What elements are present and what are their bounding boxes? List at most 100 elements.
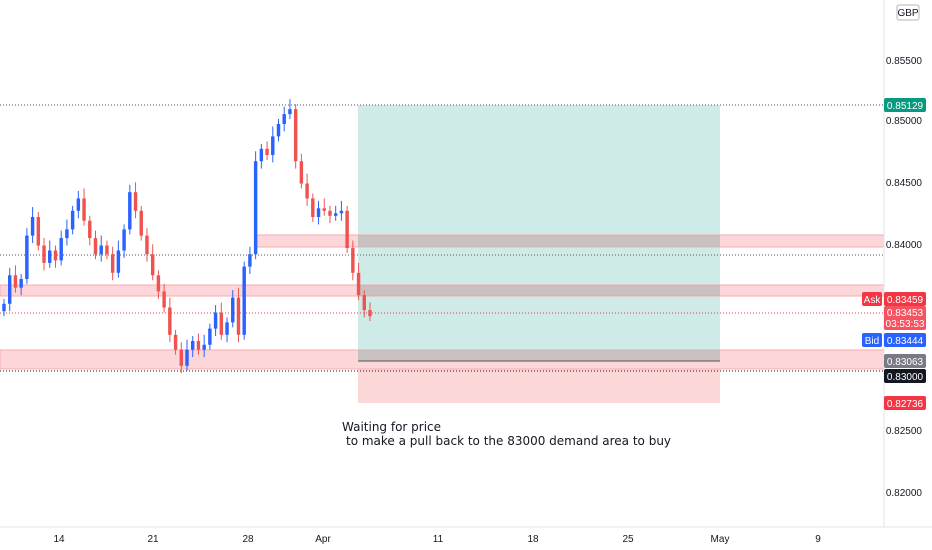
bid-label-tag[interactable] — [862, 333, 882, 347]
candle-body[interactable] — [305, 183, 309, 199]
candle-body[interactable] — [225, 322, 229, 335]
candle-body[interactable] — [179, 349, 183, 366]
candle-body[interactable] — [48, 250, 52, 263]
candle-body[interactable] — [93, 238, 98, 255]
price-tag-ask[interactable] — [884, 292, 926, 306]
candle-body[interactable] — [88, 220, 92, 239]
ask-label-tag[interactable] — [862, 292, 882, 306]
candle-body[interactable] — [150, 254, 155, 276]
candle-body[interactable] — [13, 275, 18, 288]
y-tick-label: 0.85500 — [886, 56, 923, 67]
x-tick-label: 18 — [527, 534, 539, 545]
zone-overlap-upper — [358, 235, 720, 247]
candle-body[interactable] — [328, 210, 332, 216]
candle-body[interactable] — [316, 208, 321, 217]
x-tick-label: Apr — [315, 534, 331, 545]
candle-body[interactable] — [168, 307, 172, 335]
candle-body[interactable] — [282, 114, 286, 124]
x-tick-label: 21 — [147, 534, 159, 545]
annotation-line-2: to make a pull back to the 83000 demand … — [346, 434, 671, 448]
candle-body[interactable] — [139, 210, 143, 236]
candle-body[interactable] — [219, 312, 224, 335]
candle-body[interactable] — [231, 297, 235, 323]
candle-body[interactable] — [299, 161, 304, 184]
candle-body[interactable] — [271, 136, 275, 155]
price-tag-entry-value: 0.83063 — [887, 357, 924, 368]
candle-body[interactable] — [128, 192, 132, 230]
x-tick-label: 25 — [622, 534, 634, 545]
price-tag-83000-value: 0.83000 — [887, 372, 924, 383]
candle-body[interactable] — [110, 254, 115, 273]
price-tag-target-value: 0.85129 — [887, 101, 924, 112]
candle-body[interactable] — [145, 235, 149, 255]
price-tag-stop[interactable] — [884, 396, 926, 410]
candle-body[interactable] — [322, 208, 326, 211]
candle-body[interactable] — [65, 229, 69, 239]
candle-body[interactable] — [288, 109, 292, 115]
candle-body[interactable] — [196, 341, 201, 350]
currency-badge[interactable] — [896, 4, 920, 21]
candle-body[interactable] — [70, 210, 75, 230]
candle-body[interactable] — [133, 192, 138, 211]
x-tick-label: 11 — [433, 534, 444, 545]
candle-body[interactable] — [276, 124, 281, 137]
candle-body[interactable] — [25, 235, 29, 279]
candle-body[interactable] — [356, 272, 361, 296]
candles-group — [2, 99, 372, 374]
candle-body[interactable] — [53, 250, 58, 261]
candle-body[interactable] — [362, 295, 366, 310]
candle-body[interactable] — [333, 213, 338, 216]
candle-body[interactable] — [293, 109, 298, 162]
candle-body[interactable] — [191, 341, 195, 350]
candle-body[interactable] — [173, 334, 178, 350]
y-tick-label: 0.85000 — [886, 116, 923, 127]
candle-body[interactable] — [122, 229, 126, 251]
candle-body[interactable] — [116, 250, 121, 273]
candle-body[interactable] — [236, 297, 241, 335]
candle-body[interactable] — [59, 238, 63, 261]
candle-body[interactable] — [185, 349, 189, 366]
candle-body[interactable] — [19, 279, 23, 288]
time-axis[interactable] — [0, 528, 884, 550]
x-tick-label: 28 — [242, 534, 254, 545]
candle-body[interactable] — [162, 291, 166, 308]
candle-body[interactable] — [242, 266, 246, 335]
candle-body[interactable] — [99, 245, 103, 255]
candle-body[interactable] — [30, 217, 35, 236]
candle-body[interactable] — [339, 210, 344, 214]
candle-body[interactable] — [76, 198, 81, 211]
candle-body[interactable] — [36, 217, 41, 246]
zone-overlap-middle — [358, 285, 720, 296]
candle-body[interactable] — [213, 312, 218, 329]
candle-body[interactable] — [8, 275, 12, 304]
candle-body[interactable] — [202, 344, 206, 350]
candle-body[interactable] — [82, 198, 86, 221]
price-tag-bid[interactable] — [884, 333, 926, 347]
candle-body[interactable] — [248, 254, 252, 267]
y-tick-label: 0.84500 — [886, 178, 923, 189]
price-tag-stop-value: 0.82736 — [887, 399, 924, 410]
price-tag-last-timer: 03:53:53 — [886, 319, 925, 330]
candle-body[interactable] — [259, 148, 264, 162]
candle-body[interactable] — [265, 148, 269, 155]
candle-body[interactable] — [156, 275, 161, 292]
profit-zone[interactable] — [358, 105, 720, 361]
candle-body[interactable] — [253, 161, 258, 255]
candle-body[interactable] — [105, 245, 109, 255]
candle-body[interactable] — [2, 303, 6, 312]
price-axis[interactable] — [884, 0, 932, 527]
candle-body[interactable] — [351, 248, 355, 273]
candle-body[interactable] — [42, 245, 46, 263]
candle-body[interactable] — [345, 210, 349, 248]
price-tag-entry[interactable] — [884, 354, 926, 368]
price-tag-target[interactable] — [884, 98, 926, 112]
candle-body[interactable] — [368, 310, 372, 317]
y-tick-label: 0.82500 — [886, 426, 923, 437]
price-tag-83000[interactable] — [884, 369, 926, 383]
candle-body[interactable] — [208, 328, 212, 345]
y-tick-label: 0.82000 — [886, 488, 923, 499]
candle-body[interactable] — [311, 198, 315, 217]
x-tick-label: 9 — [815, 534, 821, 545]
price-tag-last[interactable] — [884, 306, 926, 330]
